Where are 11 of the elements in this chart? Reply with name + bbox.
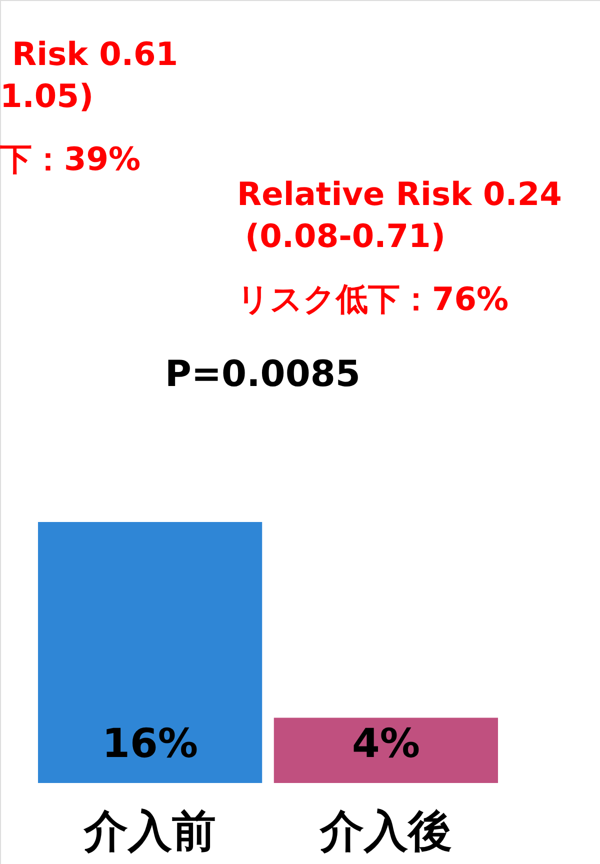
text: Risk 0.61 xyxy=(12,35,178,73)
text: P=0.0085 xyxy=(165,354,360,395)
text: 1.05) xyxy=(0,77,94,115)
text: Relative Risk 0.24 xyxy=(237,175,562,213)
text: 下：39% xyxy=(0,140,141,178)
data-label: 16% xyxy=(102,721,198,767)
text: リスク低下：76% xyxy=(237,280,509,318)
x-tick-label: 介入後 xyxy=(318,806,452,857)
text: (0.08-0.71) xyxy=(245,217,446,255)
data-label: 4% xyxy=(352,721,420,767)
x-tick-label: 介入前 xyxy=(83,806,216,857)
